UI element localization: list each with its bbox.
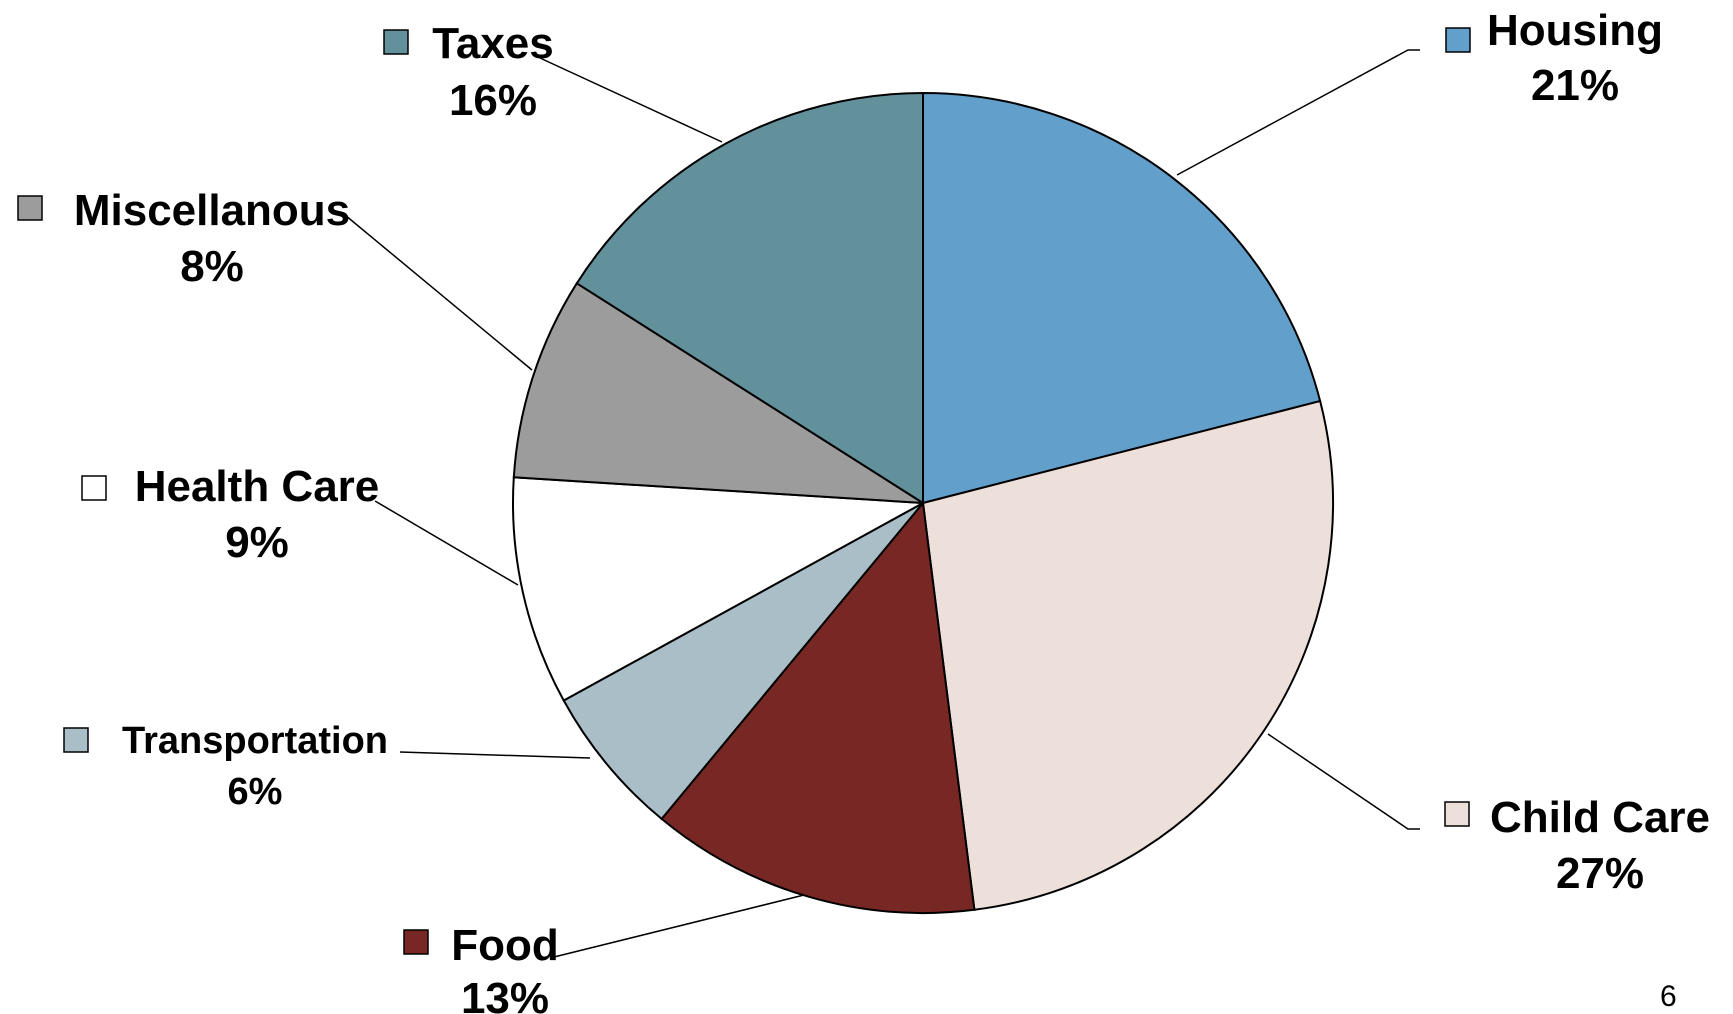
legend-swatch-health-care <box>81 475 107 501</box>
pie-slice-miscellanous <box>512 281 924 504</box>
leader-line-child-care <box>1267 733 1420 830</box>
slice-percent-food: 13% <box>461 974 549 1014</box>
pie-slice-child-care <box>921 399 1334 911</box>
slice-percent-health-care: 9% <box>225 518 289 567</box>
pie-slices <box>512 91 1334 914</box>
leader-line-food <box>549 894 805 959</box>
slice-label-child-care: Child Care <box>1490 793 1710 842</box>
slice-percent-taxes: 16% <box>449 76 537 125</box>
legend-swatch-transportation <box>63 727 89 753</box>
legend-swatch-miscellanous <box>17 195 43 221</box>
leader-lines <box>344 49 1420 959</box>
slice-label-transportation: Transportation <box>122 720 388 762</box>
pie-slice-food <box>660 500 976 914</box>
slice-label-housing: Housing <box>1487 6 1663 55</box>
pie-slice-transportation <box>562 502 924 821</box>
leader-line-health-care <box>374 500 519 586</box>
slice-label-food: Food <box>451 921 559 970</box>
legend-swatch-housing <box>1445 27 1471 53</box>
slice-label-miscellanous: Miscellanous <box>74 186 350 235</box>
pie-slice-housing <box>922 91 1322 505</box>
legend-swatch-food <box>403 929 429 955</box>
leader-line-transportation <box>399 751 591 759</box>
slice-percent-miscellanous: 8% <box>180 242 244 291</box>
pie-slice-health-care <box>512 476 927 702</box>
slice-label-taxes: Taxes <box>432 19 554 68</box>
leader-line-miscellanous <box>344 214 533 371</box>
pie-slice-taxes <box>575 91 924 505</box>
page-number: 6 <box>1660 980 1677 1013</box>
leader-line-housing <box>1176 49 1420 176</box>
legend-swatch-taxes <box>383 29 409 55</box>
slice-percent-housing: 21% <box>1531 61 1619 110</box>
slice-percent-transportation: 6% <box>228 771 283 813</box>
slice-label-health-care: Health Care <box>135 462 380 511</box>
leader-line-taxes <box>539 57 723 143</box>
legend-swatch-child-care <box>1444 801 1470 827</box>
slice-percent-child-care: 27% <box>1556 849 1644 898</box>
